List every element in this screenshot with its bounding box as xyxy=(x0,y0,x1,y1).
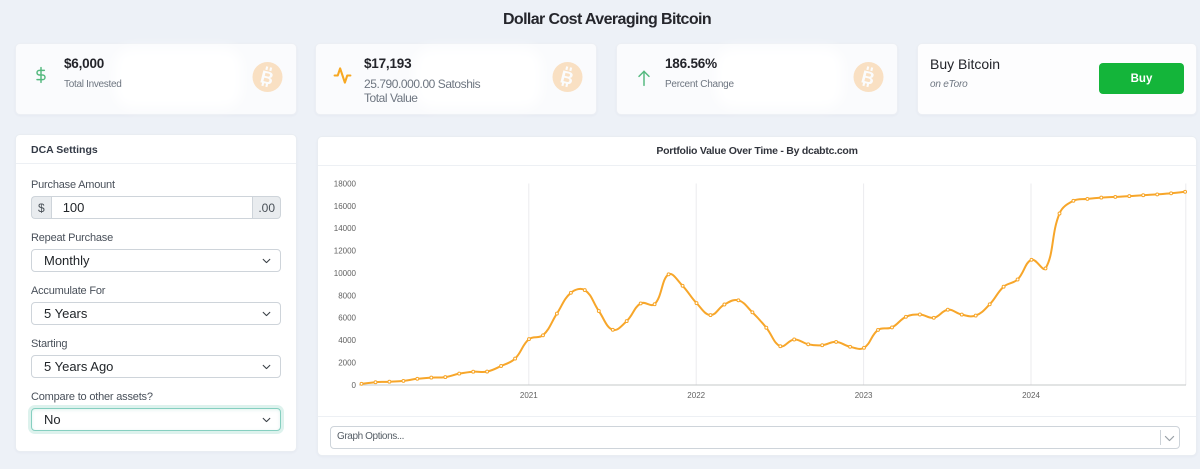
svg-text:18000: 18000 xyxy=(334,180,357,189)
svg-text:2000: 2000 xyxy=(338,358,356,367)
svg-text:B: B xyxy=(859,66,876,89)
svg-text:6000: 6000 xyxy=(338,314,356,323)
svg-text:B: B xyxy=(558,66,575,89)
svg-text:14000: 14000 xyxy=(334,224,357,233)
svg-text:2024: 2024 xyxy=(1022,391,1040,400)
svg-text:10000: 10000 xyxy=(334,269,357,278)
svg-text:0: 0 xyxy=(352,381,357,390)
svg-text:12000: 12000 xyxy=(334,247,357,256)
svg-text:B: B xyxy=(258,66,275,89)
svg-text:2023: 2023 xyxy=(855,391,873,400)
svg-text:4000: 4000 xyxy=(338,336,356,345)
svg-text:2022: 2022 xyxy=(687,391,705,400)
svg-text:8000: 8000 xyxy=(338,291,356,300)
svg-text:2021: 2021 xyxy=(520,391,538,400)
svg-text:16000: 16000 xyxy=(334,202,357,211)
